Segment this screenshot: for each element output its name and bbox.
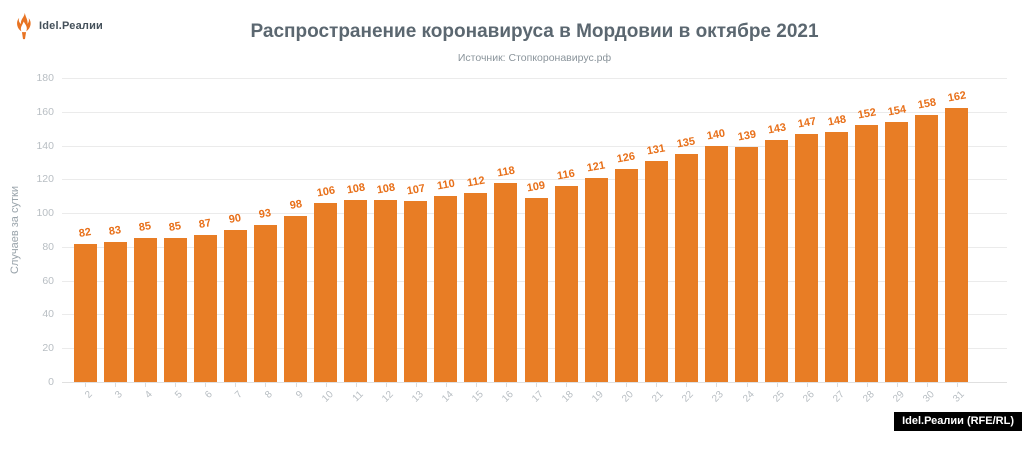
bar-day-20 (614, 169, 638, 382)
bar-day-9 (284, 216, 307, 382)
chart-title: Распространение коронавируса в Мордовии … (250, 21, 819, 42)
bar-day-14 (434, 196, 458, 382)
bar-day-8 (253, 224, 277, 382)
y-tick-label-160: 160 (36, 105, 54, 118)
x-tick-day-18 (566, 383, 568, 387)
bar-day-10 (314, 202, 338, 382)
x-tick-day-11 (355, 383, 357, 387)
y-tick-label-180: 180 (36, 72, 54, 84)
y-tick-label-80: 80 (42, 240, 54, 253)
y-axis-title-wrap: Случаев за сутки (4, 78, 26, 382)
y-tick-label-40: 40 (42, 308, 54, 321)
x-tick-day-5 (175, 383, 177, 387)
gridline-y-180 (62, 78, 1007, 79)
bar-value-label-day-31: 162 (946, 89, 968, 105)
bar-day-27 (825, 132, 849, 382)
x-tick-day-12 (385, 383, 387, 387)
bar-day-17 (524, 197, 548, 382)
y-axis-title: Случаев за сутки (9, 186, 22, 274)
x-tick-day-28 (866, 383, 868, 387)
bar-day-3 (103, 241, 127, 382)
x-tick-day-23 (716, 383, 718, 387)
y-tick-label-0: 0 (48, 376, 54, 388)
bar-day-31 (945, 108, 969, 382)
bar-day-6 (193, 235, 217, 382)
bar-day-26 (795, 133, 819, 382)
bar-day-15 (464, 192, 488, 382)
bar-day-22 (674, 154, 698, 382)
bar-day-30 (915, 115, 939, 382)
y-tick-label-60: 60 (42, 274, 54, 287)
bar-day-7 (223, 230, 247, 382)
x-tick-day-21 (656, 383, 658, 387)
chart-subtitle: Источник: Стопкоронавирус.рф (457, 52, 612, 64)
bar-day-25 (765, 140, 789, 382)
x-tick-day-15 (475, 383, 477, 387)
x-tick-day-8 (265, 383, 267, 387)
bar-day-13 (404, 201, 428, 382)
credit-badge: Idel.Реалии (RFE/RL) (894, 412, 1022, 431)
x-tick-day-19 (596, 383, 598, 387)
x-tick-day-26 (806, 383, 808, 387)
y-tick-label-100: 100 (36, 207, 54, 220)
bar-day-29 (885, 121, 909, 382)
bar-day-18 (554, 186, 578, 382)
bar-day-5 (163, 238, 187, 382)
x-tick-day-13 (415, 383, 417, 387)
x-tick-day-9 (295, 383, 297, 387)
bar-day-19 (584, 177, 608, 382)
bar-day-4 (133, 238, 157, 382)
gridline-y-160 (62, 111, 1007, 113)
bar-day-24 (735, 147, 758, 382)
x-tick-day-29 (896, 383, 898, 387)
logo: Idel.Реалии (14, 12, 103, 40)
x-tick-day-3 (115, 383, 117, 387)
torch-flame-icon (17, 12, 31, 40)
x-tick-day-4 (145, 383, 147, 387)
x-tick-day-2 (85, 383, 87, 387)
bar-day-11 (344, 199, 368, 382)
y-tick-label-120: 120 (36, 173, 54, 186)
y-tick-label-140: 140 (36, 139, 54, 152)
x-tick-day-27 (836, 383, 838, 387)
bar-day-21 (644, 160, 668, 382)
x-tick-day-22 (686, 383, 688, 387)
x-tick-day-14 (445, 383, 447, 387)
x-tick-day-7 (235, 383, 237, 387)
bar-day-16 (494, 182, 518, 382)
y-tick-label-20: 20 (42, 342, 54, 355)
x-tick-day-16 (505, 383, 507, 387)
logo-text: Idel.Реалии (39, 20, 104, 32)
x-tick-day-31 (956, 383, 958, 387)
gridline-y-120 (62, 179, 1007, 181)
bar-day-2 (73, 243, 97, 382)
gridline-y-0 (62, 382, 1007, 383)
x-tick-day-10 (325, 383, 327, 387)
x-tick-day-25 (776, 383, 778, 387)
bar-day-23 (704, 145, 728, 382)
x-tick-day-20 (626, 383, 628, 387)
x-tick-day-30 (926, 383, 928, 387)
x-tick-day-17 (536, 383, 538, 387)
gridline-y-140 (62, 145, 1007, 147)
infographic-canvas: Idel.Реалии Распространение коронавируса… (4, 12, 1022, 431)
x-tick-day-6 (205, 383, 207, 387)
bar-day-28 (855, 125, 879, 382)
x-tick-day-24 (746, 383, 748, 387)
bar-day-12 (374, 199, 398, 382)
